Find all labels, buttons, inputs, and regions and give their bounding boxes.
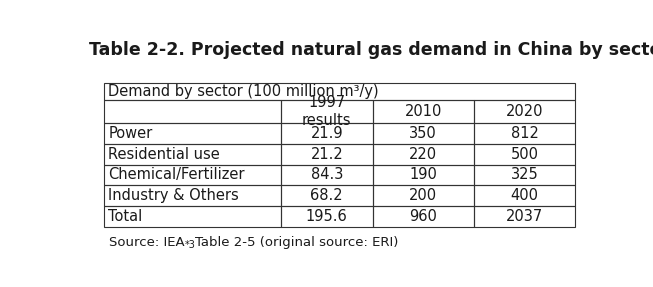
Text: 220: 220 — [409, 147, 438, 162]
Bar — [474, 144, 575, 165]
Text: 400: 400 — [511, 188, 539, 203]
Bar — [373, 165, 474, 185]
Text: 200: 200 — [409, 188, 438, 203]
Bar — [474, 185, 575, 206]
Bar — [104, 123, 281, 144]
Text: 500: 500 — [511, 147, 539, 162]
Bar — [281, 144, 373, 165]
Text: Total: Total — [108, 209, 143, 224]
Text: 2020: 2020 — [505, 104, 543, 119]
Text: Industry & Others: Industry & Others — [108, 188, 239, 203]
Text: Chemical/Fertilizer: Chemical/Fertilizer — [108, 168, 245, 183]
Text: 21.9: 21.9 — [310, 126, 343, 141]
Text: 195.6: 195.6 — [306, 209, 347, 224]
Text: 325: 325 — [511, 168, 538, 183]
Bar — [474, 165, 575, 185]
Bar — [373, 100, 474, 123]
Bar — [104, 83, 575, 100]
Text: 21.2: 21.2 — [310, 147, 343, 162]
Bar — [104, 165, 281, 185]
Bar — [104, 144, 281, 165]
Bar — [104, 206, 281, 227]
Bar — [373, 206, 474, 227]
Text: 2037: 2037 — [506, 209, 543, 224]
Bar — [474, 123, 575, 144]
Bar — [281, 206, 373, 227]
Bar — [474, 100, 575, 123]
Text: Demand by sector (100 million m³/y): Demand by sector (100 million m³/y) — [108, 84, 379, 99]
Bar — [104, 100, 281, 123]
Text: Power: Power — [108, 126, 153, 141]
Bar — [373, 144, 474, 165]
Text: Table 2-2. Projected natural gas demand in China by sector: Table 2-2. Projected natural gas demand … — [89, 41, 653, 59]
Text: Table 2-5 (original source: ERI): Table 2-5 (original source: ERI) — [195, 236, 399, 249]
Bar — [373, 185, 474, 206]
Text: 2010: 2010 — [405, 104, 442, 119]
Text: 190: 190 — [409, 168, 438, 183]
Bar — [373, 123, 474, 144]
Text: 68.2: 68.2 — [310, 188, 343, 203]
Bar — [281, 185, 373, 206]
Text: 1997
results: 1997 results — [302, 95, 351, 128]
Bar — [281, 165, 373, 185]
Text: 84.3: 84.3 — [311, 168, 343, 183]
Bar — [281, 100, 373, 123]
Bar — [104, 185, 281, 206]
Text: 812: 812 — [511, 126, 538, 141]
Text: Source: IEA: Source: IEA — [110, 236, 185, 249]
Text: 960: 960 — [409, 209, 438, 224]
Text: Residential use: Residential use — [108, 147, 220, 162]
Text: *3: *3 — [184, 240, 195, 250]
Text: 350: 350 — [409, 126, 437, 141]
Bar — [281, 123, 373, 144]
Bar — [474, 206, 575, 227]
